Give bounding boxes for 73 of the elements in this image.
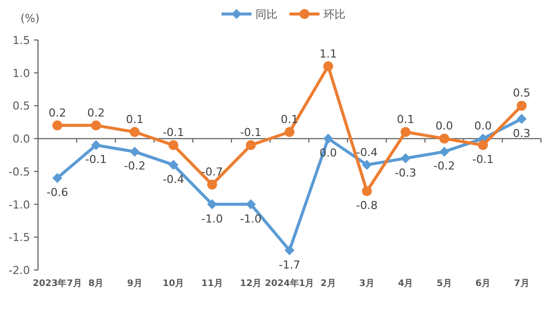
data-label: -0.1 — [85, 153, 107, 166]
point — [52, 173, 62, 183]
x-tick-label: 8月 — [88, 278, 104, 289]
point — [400, 127, 411, 137]
point — [478, 140, 488, 150]
point — [439, 146, 450, 157]
data-label: 0.1 — [396, 113, 414, 126]
data-label: 1.1 — [319, 47, 337, 60]
x-tick-label: 5月 — [436, 278, 452, 289]
data-label: -0.4 — [162, 172, 184, 186]
point — [91, 140, 102, 150]
data-label: -0.1 — [162, 126, 184, 140]
data-label: -0.3 — [394, 166, 416, 180]
point — [130, 127, 140, 137]
point — [168, 160, 178, 170]
x-tick-label: 6月 — [475, 278, 491, 289]
data-label: -1.0 — [201, 212, 223, 226]
data-label: -1.0 — [240, 212, 262, 226]
x-tick-label: 9月 — [127, 278, 142, 289]
legend-label: 同比 — [256, 8, 278, 21]
x-tick-label: 2月 — [320, 278, 336, 289]
data-label: 0.2 — [48, 106, 66, 120]
data-label: -0.2 — [124, 160, 146, 173]
point — [168, 140, 178, 150]
point — [516, 100, 527, 111]
data-label: -0.7 — [201, 166, 223, 179]
y-tick-label: -0.5 — [8, 165, 30, 178]
y-tick-label: -1.0 — [8, 198, 30, 212]
x-tick-label: 12月 — [240, 278, 262, 289]
x-tick-label: 2023年7月 — [32, 278, 82, 289]
data-label: -0.6 — [46, 186, 68, 199]
y-tick-label: 1.5 — [12, 34, 30, 47]
data-label: -0.8 — [356, 199, 378, 212]
x-tick-label: 11月 — [201, 278, 223, 289]
point — [246, 199, 256, 210]
data-label: -0.2 — [434, 160, 456, 173]
y-tick-label: 1.0 — [12, 66, 30, 80]
point — [516, 114, 527, 124]
legend-label: 环比 — [324, 8, 346, 21]
data-label: 0.0 — [474, 120, 492, 133]
data-label: -1.7 — [278, 258, 300, 272]
point — [52, 120, 62, 130]
data-label: 0.0 — [436, 120, 454, 133]
data-label: 0.3 — [512, 126, 530, 140]
y-tick-label: 0.0 — [12, 132, 30, 146]
point — [362, 160, 372, 170]
y-tick-label: -2.0 — [8, 264, 30, 277]
x-tick-label: 10月 — [162, 278, 184, 289]
data-label: 0.5 — [512, 86, 530, 100]
x-tick-label: 3月 — [359, 278, 375, 289]
x-tick-label: 4月 — [398, 278, 414, 289]
point — [439, 134, 450, 144]
y-tick-label: -1.5 — [8, 231, 30, 244]
data-label: 0.2 — [87, 106, 105, 120]
point — [246, 140, 256, 150]
point — [400, 153, 411, 164]
data-label: -0.1 — [240, 126, 262, 140]
data-label: 0.1 — [126, 113, 144, 126]
point — [284, 127, 294, 137]
point — [362, 186, 372, 196]
point — [91, 120, 102, 130]
point — [207, 199, 218, 210]
x-tick-label: 7月 — [514, 278, 530, 289]
data-label: -0.1 — [472, 153, 494, 166]
point — [323, 134, 334, 144]
y-tick-label: 0.5 — [12, 100, 30, 113]
x-tick-label: 2024年1月 — [264, 278, 314, 289]
point — [323, 61, 334, 72]
point — [130, 146, 140, 157]
point — [284, 245, 294, 256]
data-label: -0.4 — [356, 146, 378, 159]
y-axis-title: (%) — [20, 12, 40, 25]
point — [207, 180, 218, 190]
